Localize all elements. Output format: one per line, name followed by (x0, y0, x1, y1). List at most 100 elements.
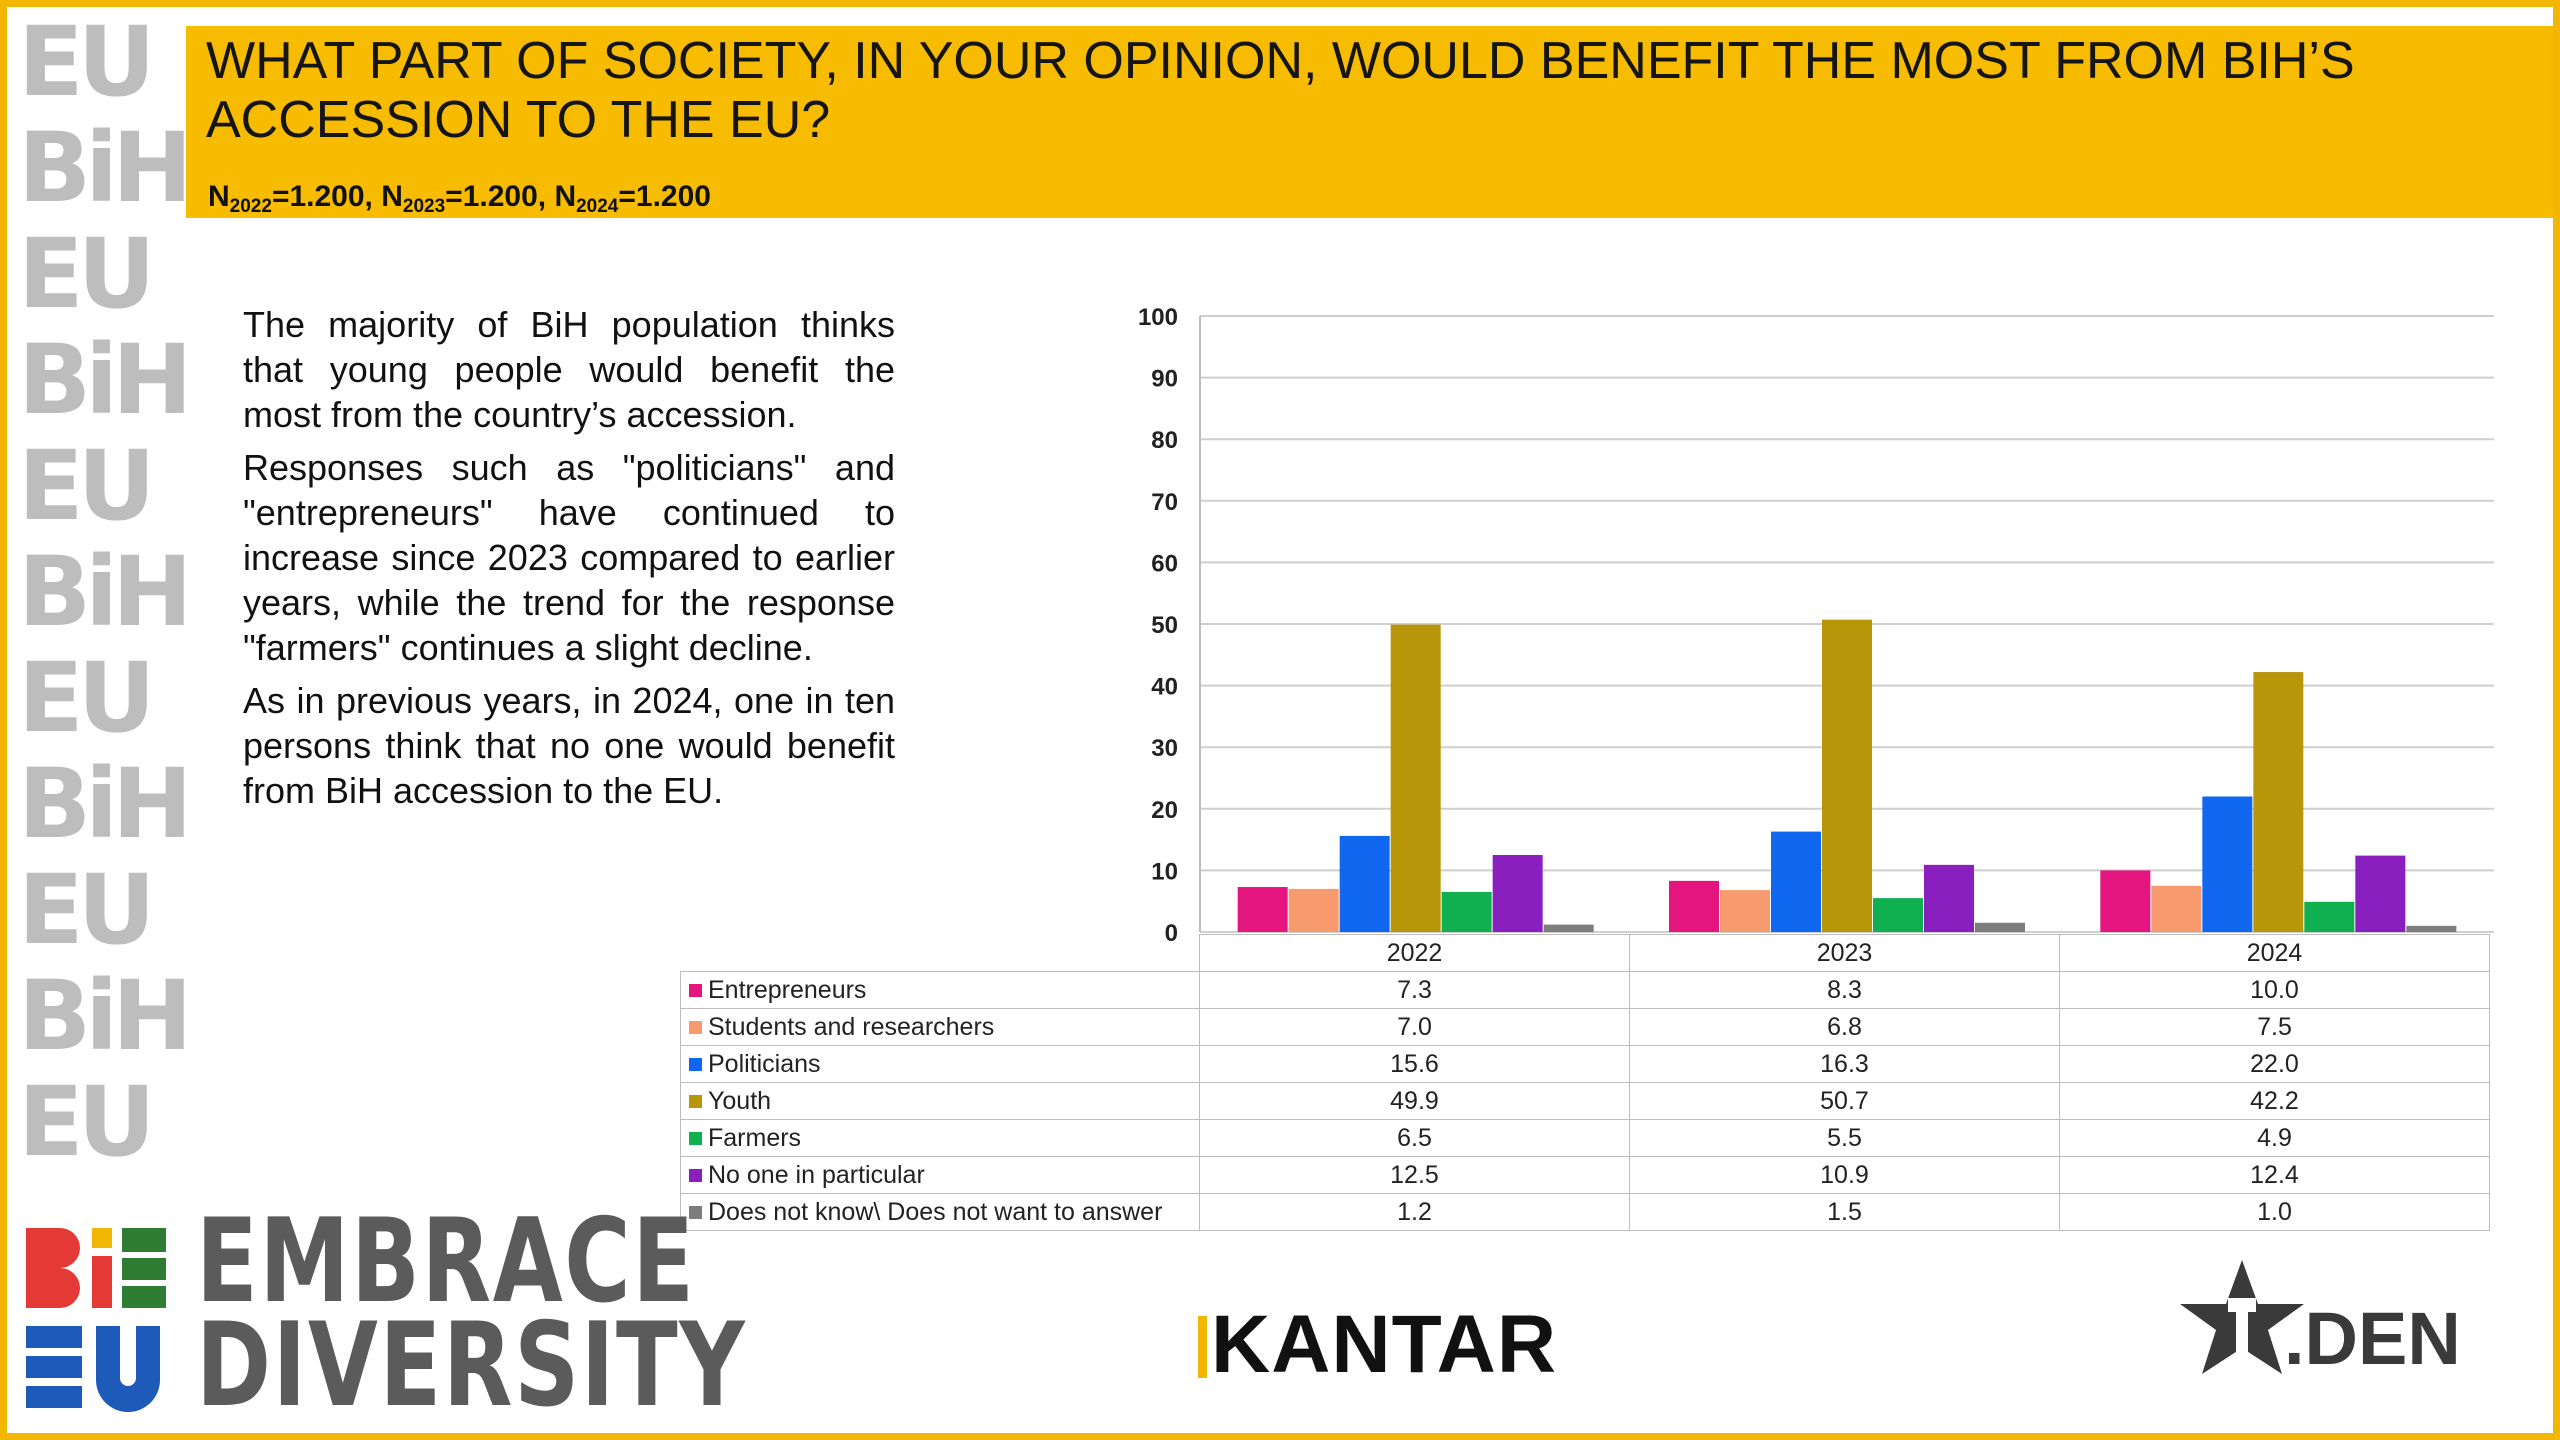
series-label: No one in particular (708, 1160, 925, 1189)
bar (1771, 831, 1821, 932)
y-tick-label: 100 (1138, 304, 1178, 331)
data-value-cell: 7.0 (1199, 1008, 1630, 1046)
data-value-cell: 1.0 (2059, 1193, 2490, 1231)
data-value-cell: 4.9 (2059, 1119, 2490, 1157)
data-value-cell: 22.0 (2059, 1045, 2490, 1083)
bar (2202, 796, 2253, 932)
description-paragraph-2: Responses such as "politicians" and "ent… (243, 447, 895, 668)
kantar-accent-bar (1198, 1316, 1207, 1378)
sample-size-2024: N2024=1.200 (554, 180, 711, 217)
category-label: 2024 (2059, 934, 2490, 972)
logo-i-dot (92, 1228, 112, 1248)
data-value-cell: 12.5 (1199, 1156, 1630, 1194)
legend-swatch (689, 983, 702, 997)
series-label: Students and researchers (708, 1012, 995, 1041)
strip-glyph: EU (18, 6, 156, 118)
bih-eu-logo (26, 1228, 166, 1412)
series-label: Youth (708, 1086, 772, 1115)
data-value-cell: 7.3 (1199, 971, 1630, 1009)
table-row: Students and researchers 7.0 6.8 7.5 (680, 1008, 2490, 1046)
bar (1288, 888, 1339, 932)
y-tick-label: 30 (1151, 735, 1178, 762)
strip-glyph: EU (18, 218, 156, 330)
bar (1669, 880, 1719, 932)
table-row: Does not know\ Does not want to answer 1.… (680, 1193, 2490, 1231)
category-label: 2022 (1199, 934, 1630, 972)
y-tick-label: 60 (1151, 550, 1178, 577)
series-label: Politicians (708, 1049, 821, 1078)
data-value-cell: 42.2 (2059, 1082, 2490, 1120)
sample-size-2023: N2023=1.200, (381, 180, 555, 217)
series-label-cell: Students and researchers (680, 1008, 1200, 1046)
bar (1873, 898, 1923, 932)
series-label-cell: Youth (680, 1082, 1200, 1120)
legend-swatch (689, 1205, 702, 1219)
data-value-cell: 10.9 (1629, 1156, 2060, 1194)
legend-swatch (689, 1094, 702, 1108)
bar (1543, 924, 1594, 932)
category-label: 2023 (1629, 934, 2060, 972)
bar (1720, 890, 1770, 932)
bar (1339, 835, 1390, 932)
logo-u-shape (96, 1326, 160, 1412)
bar (1924, 864, 1974, 932)
data-table: 2022 2023 2024 Entrepreneurs 7.3 8.3 10.0 Stude… (680, 934, 2490, 1231)
data-value-cell: 15.6 (1199, 1045, 1630, 1083)
embrace-line-1: EMBRACE (196, 1194, 696, 1329)
bar (1390, 624, 1441, 932)
y-tick-label: 90 (1151, 366, 1178, 393)
embrace-diversity-logo: EMBRACE DIVERSITY (196, 1194, 746, 1424)
table-row: Youth 49.9 50.7 42.2 (680, 1082, 2490, 1120)
header-banner: WHAT PART OF SOCIETY, IN YOUR OPINION, W… (186, 26, 2553, 218)
bar (2304, 901, 2355, 932)
legend-swatch (689, 1168, 702, 1182)
bar (2355, 855, 2406, 932)
sample-size-line: N2022=1.200, N2023=1.200, N2024=1.200 (208, 180, 711, 218)
bar (2100, 870, 2151, 932)
strip-glyph: BiH (18, 960, 192, 1072)
logo-e-bar-1 (26, 1326, 82, 1348)
description-paragraph-3: As in previous years, in 2024, one in te… (243, 680, 895, 811)
data-value-cell: 6.8 (1629, 1008, 2060, 1046)
logo-bar-3 (122, 1286, 166, 1308)
strip-glyph: EU (18, 642, 156, 754)
table-corner-cell (681, 935, 1200, 972)
bar (1822, 619, 1872, 932)
bar (1441, 891, 1492, 932)
description-text: The majority of BiH population thinks th… (243, 302, 895, 821)
logo-e-bar-3 (26, 1386, 82, 1408)
legend-swatch (689, 1131, 702, 1145)
data-value-cell: 7.5 (2059, 1008, 2490, 1046)
table-header-row: 2022 2023 2024 (681, 934, 2490, 972)
strip-glyph: BiH (18, 324, 192, 436)
y-tick-label: 70 (1151, 489, 1178, 516)
strip-glyph: EU (18, 1066, 156, 1178)
kantar-wordmark: KANTAR (1211, 1299, 1558, 1390)
data-value-cell: 1.2 (1199, 1193, 1630, 1231)
series-label-cell: Entrepreneurs (680, 971, 1200, 1009)
series-label: Does not know\ Does not want to answer (708, 1197, 1163, 1226)
data-value-cell: 5.5 (1629, 1119, 2060, 1157)
y-tick-label: 10 (1151, 858, 1178, 885)
bar (1975, 922, 2025, 932)
strip-glyph: BiH (18, 112, 192, 224)
legend-swatch (689, 1057, 702, 1071)
bar (2253, 672, 2304, 932)
logo-e-bar-2 (26, 1356, 82, 1378)
logo-bar-2 (122, 1258, 166, 1280)
series-label: Farmers (708, 1123, 802, 1152)
den-logo: .DEN (2180, 1260, 2461, 1378)
bar (1492, 855, 1543, 932)
bar (2406, 925, 2457, 932)
table-row: Politicians 15.6 16.3 22.0 (680, 1045, 2490, 1083)
kantar-logo: KANTAR (1198, 1298, 1557, 1392)
y-tick-label: 20 (1151, 797, 1178, 824)
logo-b-shape (26, 1228, 80, 1308)
y-tick-label: 50 (1151, 612, 1178, 639)
bar (2151, 885, 2202, 932)
y-tick-label: 0 (1165, 920, 1178, 947)
series-label-cell: Farmers (680, 1119, 1200, 1157)
description-paragraph-1: The majority of BiH population thinks th… (243, 304, 895, 435)
y-tick-label: 80 (1151, 427, 1178, 454)
series-label: Entrepreneurs (708, 975, 867, 1004)
